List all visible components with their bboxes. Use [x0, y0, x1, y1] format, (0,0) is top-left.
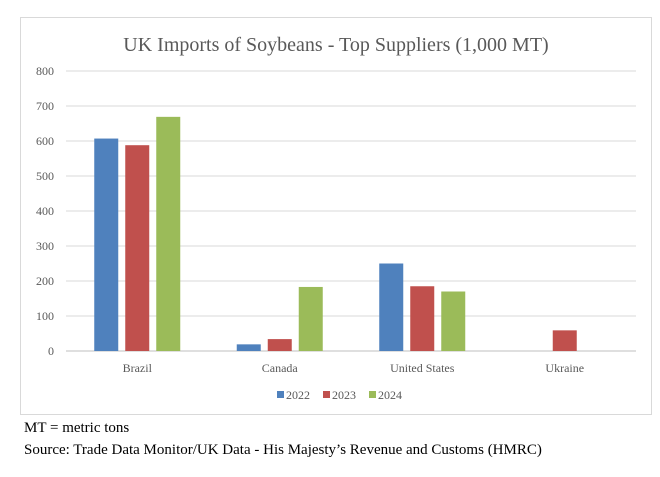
y-tick-label: 500 — [36, 169, 54, 183]
legend-label: 2024 — [378, 388, 402, 402]
legend-swatch-2023 — [323, 391, 330, 398]
chart-title: UK Imports of Soybeans - Top Suppliers (… — [123, 34, 548, 56]
y-tick-label: 600 — [36, 134, 54, 148]
x-tick-label: United States — [390, 361, 455, 375]
y-tick-label: 400 — [36, 204, 54, 218]
abbreviation-note: MT = metric tons — [24, 420, 130, 436]
bar-united-states-2024 — [441, 291, 466, 351]
chart-area — [20, 17, 652, 415]
bar-canada-2023 — [267, 339, 292, 351]
y-tick-label: 100 — [36, 309, 54, 323]
legend-swatch-2022 — [277, 391, 284, 398]
bar-chart: UK Imports of Soybeans - Top Suppliers (… — [36, 34, 636, 402]
legend-label: 2023 — [332, 388, 356, 402]
bar-brazil-2024 — [156, 116, 181, 351]
bar-brazil-2022 — [94, 138, 119, 351]
legend-label: 2022 — [286, 388, 310, 402]
legend-swatch-2024 — [369, 391, 376, 398]
source-note: Source: Trade Data Monitor/UK Data - His… — [24, 442, 542, 458]
x-tick-label: Ukraine — [545, 361, 584, 375]
bar-ukraine-2023 — [552, 330, 577, 351]
bar-united-states-2023 — [410, 286, 435, 351]
x-tick-label: Canada — [262, 361, 299, 375]
y-tick-label: 300 — [36, 239, 54, 253]
bar-canada-2024 — [298, 286, 323, 351]
bar-brazil-2023 — [125, 145, 150, 351]
bar-canada-2022 — [236, 344, 261, 351]
x-tick-label: Brazil — [123, 361, 153, 375]
y-tick-label: 700 — [36, 99, 54, 113]
y-tick-label: 800 — [36, 64, 54, 78]
y-tick-label: 200 — [36, 274, 54, 288]
y-tick-label: 0 — [48, 344, 54, 358]
bar-united-states-2022 — [379, 263, 404, 351]
